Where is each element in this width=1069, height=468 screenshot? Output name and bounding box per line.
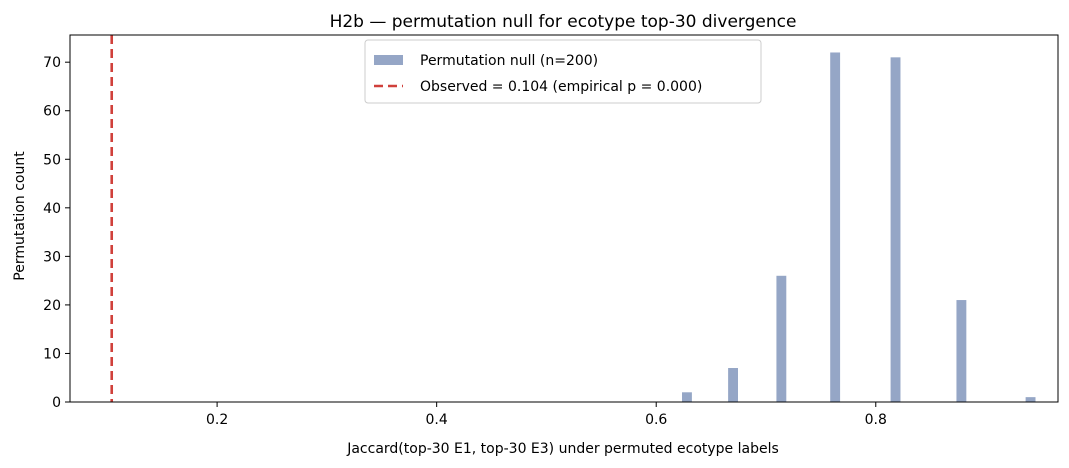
x-axis: 0.2 0.4 0.6 0.8	[206, 402, 887, 428]
histogram-bar-0	[682, 392, 692, 402]
histogram-bar-3	[830, 52, 841, 402]
histogram-bar-2	[776, 275, 787, 402]
x-tick-label: 0.8	[865, 412, 887, 428]
x-axis-label: Jaccard(top-30 E1, top-30 E3) under perm…	[346, 441, 779, 457]
y-tick-label: 70	[43, 55, 61, 71]
x-tick-label: 0.6	[645, 412, 667, 428]
plot-area	[69, 34, 1059, 403]
y-tick-label: 30	[43, 249, 61, 265]
histogram-bar-5	[956, 300, 967, 402]
legend-null-swatch	[374, 55, 403, 65]
histogram-bar-1	[728, 368, 738, 402]
legend-observed-label: Observed = 0.104 (empirical p = 0.000)	[420, 79, 702, 95]
histogram-bar-4	[890, 57, 901, 402]
histogram-bars	[682, 52, 1036, 402]
x-tick-label: 0.4	[426, 412, 448, 428]
y-axis-label: Permutation count	[12, 151, 28, 281]
y-tick-label: 50	[43, 152, 61, 168]
y-tick-label: 40	[43, 201, 61, 217]
histogram-bar-6	[1025, 397, 1036, 402]
y-tick-label: 20	[43, 298, 61, 314]
y-axis: 0 10 20 30 40 50 60 70	[43, 55, 70, 411]
y-tick-label: 10	[43, 346, 61, 362]
legend-box	[364, 39, 762, 104]
y-tick-label: 0	[52, 395, 61, 411]
x-tick-label: 0.2	[206, 412, 228, 428]
y-tick-label: 60	[43, 104, 61, 120]
legend: Permutation null (n=200) Observed = 0.10…	[364, 39, 762, 104]
chart-title: H2b — permutation null for ecotype top-3…	[330, 12, 797, 32]
plot-frame	[69, 34, 1059, 403]
legend-null-label: Permutation null (n=200)	[420, 53, 598, 69]
